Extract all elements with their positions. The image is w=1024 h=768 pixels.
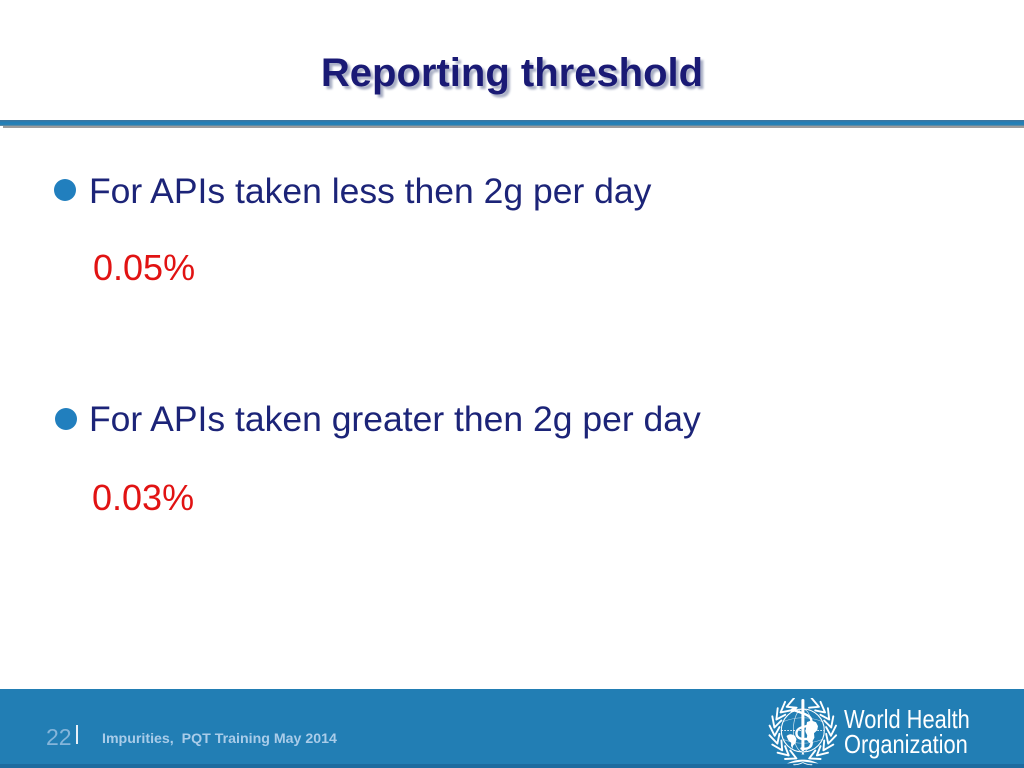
svg-text:Organization: Organization — [844, 730, 968, 759]
svg-text:World Health: World Health — [844, 707, 970, 734]
